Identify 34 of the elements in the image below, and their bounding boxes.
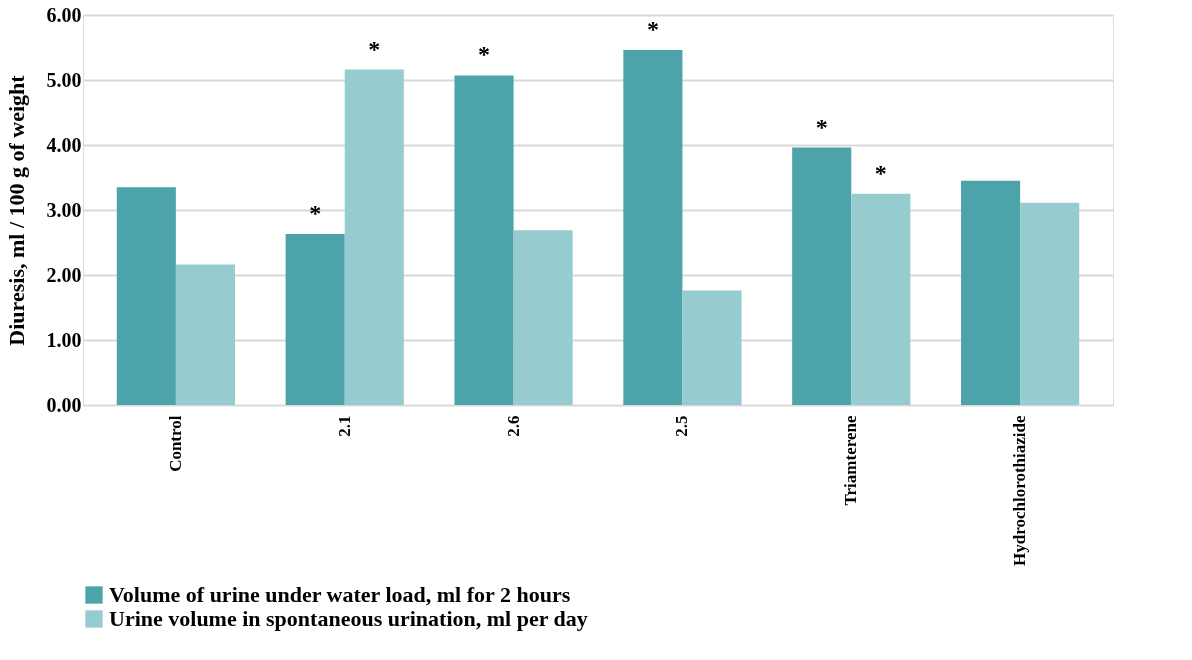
x-tick-label: 2.6 [503,415,523,437]
annotation: * [309,200,322,227]
x-tick-label: Hydrochlorothiazide [1010,415,1030,566]
annotation: * [646,16,659,43]
y-axis-title: Diuresis, ml / 100 g of weight [3,74,29,346]
y-tick-label: 2.00 [46,263,82,286]
bar [623,50,683,405]
x-tick-label: 2.5 [672,415,692,437]
y-tick-label: 1.00 [46,328,82,351]
annotation: * [815,113,828,140]
x-tick-label: Control [165,415,185,472]
annotation: * [478,41,491,68]
bar [851,193,911,405]
bar [682,290,742,405]
bar [116,187,176,405]
y-tick-label: 3.00 [46,198,82,221]
annotation: * [874,159,887,186]
bar [961,180,1021,405]
annotation: * [368,35,381,62]
bar [344,69,404,405]
bar [513,230,573,405]
legend-label: Urine volume in spontaneous urination, ml per day [109,606,588,631]
y-tick-label: 5.00 [46,68,82,91]
legend-label: Volume of urine under water load, ml for 2 hours [109,582,571,607]
y-tick-label: 6.00 [46,3,82,26]
y-tick-label: 0.00 [46,393,82,416]
bar [792,147,852,405]
x-tick-label: 2.1 [334,415,354,437]
bar [285,234,345,405]
y-tick-label: 4.00 [46,133,82,156]
bar [454,75,514,405]
bar [1020,202,1080,405]
x-tick-label: Triamterene [841,415,861,506]
bar [175,264,235,405]
